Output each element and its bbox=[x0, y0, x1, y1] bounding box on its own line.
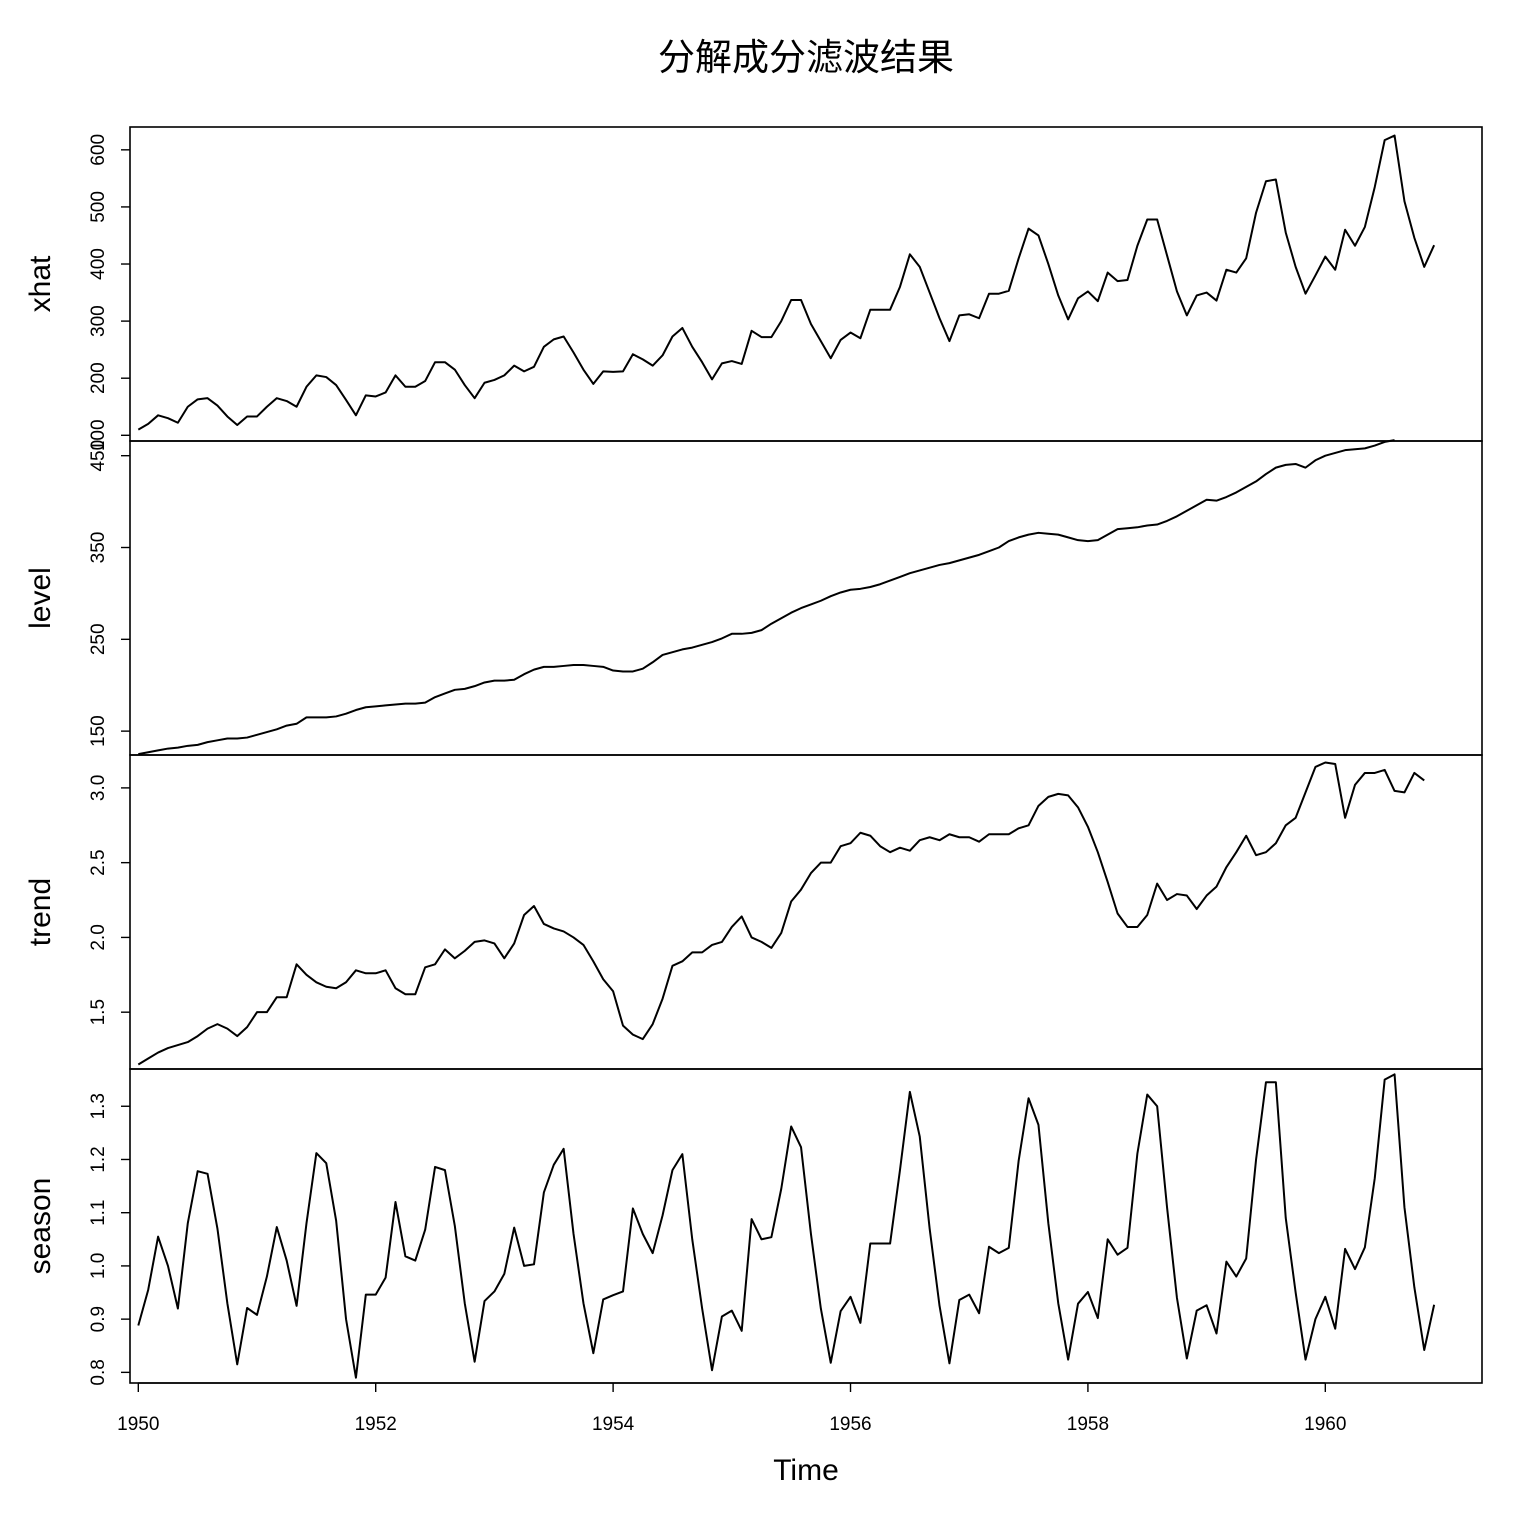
x-tick-label: 1956 bbox=[829, 1414, 871, 1435]
y-tick-label: 100 bbox=[88, 419, 109, 451]
y-tick-label: 300 bbox=[88, 305, 109, 337]
x-tick-label: 1952 bbox=[355, 1414, 397, 1435]
x-tick-label: 1954 bbox=[592, 1414, 635, 1435]
series-line-season bbox=[137, 1073, 1436, 1379]
y-axis-label-xhat: xhat bbox=[24, 255, 57, 312]
x-tick-label: 1958 bbox=[1067, 1414, 1109, 1435]
y-tick-label: 2.0 bbox=[88, 924, 109, 950]
y-tick-label: 450 bbox=[88, 440, 109, 472]
y-tick-label: 0.9 bbox=[88, 1306, 109, 1332]
y-tick-label: 250 bbox=[88, 623, 109, 655]
y-tick-label: 500 bbox=[88, 191, 109, 223]
series-line-trend bbox=[137, 761, 1425, 1066]
y-tick-label: 1.0 bbox=[88, 1253, 109, 1279]
y-tick-label: 1.1 bbox=[88, 1199, 109, 1225]
y-tick-label: 600 bbox=[88, 134, 109, 166]
x-tick-label: 1950 bbox=[117, 1414, 159, 1435]
chart-title: 分解成分滤波结果 bbox=[658, 36, 954, 79]
y-axis-label-season: season bbox=[24, 1178, 57, 1275]
y-axis-label-trend: trend bbox=[24, 878, 57, 946]
y-tick-label: 3.0 bbox=[88, 775, 109, 801]
series-line-level bbox=[138, 439, 1395, 756]
y-tick-label: 200 bbox=[88, 362, 109, 394]
y-tick-label: 400 bbox=[88, 248, 109, 280]
y-tick-label: 1.2 bbox=[88, 1146, 109, 1172]
y-tick-label: 2.5 bbox=[88, 849, 109, 875]
y-tick-label: 350 bbox=[88, 532, 109, 564]
panel-season: 0.8 0.9 1.0 1.1 1.2 1.3 season bbox=[24, 1068, 1483, 1386]
panels: 100200300400500600xhat150250350450level1… bbox=[24, 126, 1483, 1386]
x-axis-label: Time bbox=[773, 1454, 839, 1487]
series-line-xhat bbox=[137, 134, 1436, 431]
y-tick-label: 1.3 bbox=[88, 1093, 109, 1119]
panel-level: 150 250 350 450 level bbox=[24, 439, 1483, 756]
y-axis-label-level: level bbox=[24, 567, 57, 629]
y-tick-label: 1.5 bbox=[88, 999, 109, 1025]
y-tick-label: 0.8 bbox=[88, 1359, 109, 1385]
x-axis: 1950 1952 1954 1956 1958 1960 bbox=[117, 1382, 1346, 1435]
panel-trend: 1.5 2.0 2.5 3.0 trend bbox=[24, 754, 1483, 1070]
x-tick-label: 1960 bbox=[1304, 1414, 1346, 1435]
y-tick-label: 150 bbox=[88, 715, 109, 747]
